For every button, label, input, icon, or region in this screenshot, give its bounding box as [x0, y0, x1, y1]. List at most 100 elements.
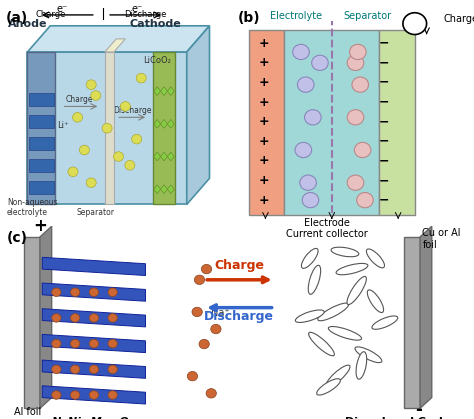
Polygon shape: [154, 185, 161, 194]
Text: Separator: Separator: [77, 208, 115, 217]
Circle shape: [86, 178, 96, 187]
Text: Separator: Separator: [343, 11, 392, 21]
Circle shape: [403, 13, 427, 34]
Circle shape: [71, 288, 80, 297]
Polygon shape: [420, 226, 432, 408]
Ellipse shape: [331, 247, 359, 257]
Polygon shape: [27, 52, 187, 204]
Polygon shape: [404, 237, 420, 408]
Polygon shape: [28, 115, 54, 128]
Text: e⁻: e⁻: [131, 4, 142, 14]
Polygon shape: [42, 334, 146, 353]
Text: NaNi₁₂Mn₁₂O₂: NaNi₁₂Mn₁₂O₂: [52, 417, 135, 419]
Text: −: −: [379, 154, 389, 168]
Circle shape: [187, 372, 198, 381]
Text: −: −: [379, 37, 389, 50]
Text: +: +: [259, 115, 270, 128]
Polygon shape: [42, 386, 146, 404]
Ellipse shape: [301, 248, 318, 268]
Text: LiCoO₂: LiCoO₂: [144, 56, 172, 65]
Circle shape: [352, 77, 369, 92]
Text: −: −: [379, 56, 389, 70]
FancyBboxPatch shape: [284, 30, 379, 215]
Text: Charge: Charge: [214, 259, 264, 272]
Text: Current collector: Current collector: [286, 229, 368, 239]
Text: +: +: [359, 145, 366, 155]
Text: Electrode: Electrode: [304, 218, 350, 228]
Polygon shape: [153, 52, 175, 204]
Polygon shape: [154, 119, 161, 128]
Polygon shape: [42, 360, 146, 378]
Polygon shape: [28, 93, 54, 106]
Ellipse shape: [318, 303, 349, 321]
Text: +: +: [259, 135, 270, 148]
Polygon shape: [27, 26, 210, 52]
Polygon shape: [161, 87, 167, 96]
Text: −: −: [379, 96, 389, 109]
Circle shape: [211, 324, 221, 334]
Ellipse shape: [347, 277, 366, 305]
Circle shape: [71, 339, 80, 348]
Polygon shape: [24, 237, 40, 408]
Circle shape: [52, 288, 61, 297]
Polygon shape: [28, 137, 54, 150]
Circle shape: [136, 73, 146, 83]
Polygon shape: [167, 185, 174, 194]
Text: Charge: Charge: [35, 10, 65, 19]
Circle shape: [79, 145, 90, 155]
Circle shape: [120, 102, 130, 111]
Text: Anode: Anode: [8, 19, 48, 29]
Circle shape: [91, 91, 101, 100]
Text: Discharge: Discharge: [113, 106, 151, 115]
Circle shape: [192, 307, 202, 317]
Text: Al foil: Al foil: [14, 407, 41, 417]
Polygon shape: [167, 119, 174, 128]
Text: −: −: [304, 178, 312, 188]
Text: −: −: [316, 58, 324, 68]
Ellipse shape: [328, 326, 362, 340]
Text: +: +: [259, 56, 270, 70]
Circle shape: [295, 142, 312, 158]
Circle shape: [89, 288, 99, 297]
Text: +: +: [33, 217, 47, 235]
Text: −: −: [379, 194, 389, 207]
Circle shape: [52, 391, 61, 399]
Ellipse shape: [309, 332, 334, 356]
Text: −: −: [379, 135, 389, 148]
Text: −: −: [379, 174, 389, 187]
Circle shape: [108, 391, 118, 399]
Polygon shape: [154, 87, 161, 96]
Text: +: +: [352, 178, 359, 188]
Polygon shape: [28, 181, 54, 194]
Text: +: +: [259, 37, 270, 50]
Text: e⁻: e⁻: [56, 4, 67, 14]
Polygon shape: [161, 152, 167, 161]
Circle shape: [302, 192, 319, 208]
Circle shape: [300, 175, 317, 190]
Circle shape: [71, 365, 80, 374]
Text: Charge: Charge: [66, 95, 93, 104]
Ellipse shape: [326, 365, 350, 387]
Circle shape: [201, 264, 212, 274]
Text: Discharge: Discharge: [125, 10, 167, 19]
Text: (b): (b): [238, 10, 261, 25]
Circle shape: [125, 160, 135, 170]
Ellipse shape: [367, 290, 383, 313]
Polygon shape: [42, 283, 146, 301]
Circle shape: [108, 288, 118, 297]
Text: Charger: Charger: [443, 14, 474, 24]
Text: Non-aqueous
electrolyte: Non-aqueous electrolyte: [7, 198, 58, 217]
Text: (c): (c): [7, 230, 28, 245]
Circle shape: [52, 339, 61, 348]
Text: Cathode: Cathode: [130, 19, 182, 29]
Circle shape: [347, 110, 364, 125]
Polygon shape: [40, 226, 52, 408]
Ellipse shape: [372, 316, 398, 329]
Circle shape: [86, 80, 96, 89]
Text: +: +: [356, 80, 364, 90]
Ellipse shape: [366, 249, 384, 268]
Circle shape: [73, 113, 82, 122]
Polygon shape: [167, 152, 174, 161]
Text: +: +: [259, 154, 270, 168]
Polygon shape: [42, 257, 146, 276]
